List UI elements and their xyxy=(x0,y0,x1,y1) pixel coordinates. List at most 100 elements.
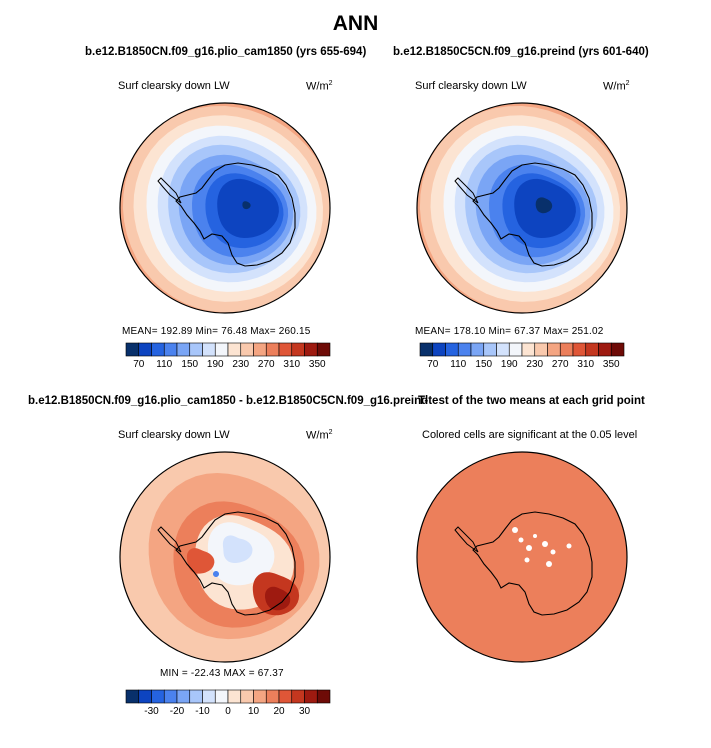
panel3-colorbar-swatch xyxy=(278,689,293,704)
panel1-colorbar: 70 110 150 190 230 270 310 350 xyxy=(125,342,331,370)
panel4-insignificant-cell xyxy=(518,537,524,543)
panel1-case-title: b.e12.B1850CN.f09_g16.plio_cam1850 (yrs … xyxy=(85,46,367,58)
panel4-insignificant-cell xyxy=(512,527,518,533)
panel1-colorbar-tick-label: 270 xyxy=(258,359,275,370)
panel1-colorbar-swatch xyxy=(151,342,165,357)
panel1-colorbar-swatch xyxy=(240,342,254,357)
panel2-contour-band xyxy=(535,197,553,214)
panel4-map-border xyxy=(416,451,628,663)
panel2-colorbar-swatch xyxy=(547,342,561,357)
panel3-colorbar: -30 -20 -10 0 10 20 30 xyxy=(125,689,331,717)
panel3-peninsula-coastline xyxy=(157,526,182,553)
panel3-colorbar-swatch xyxy=(189,689,203,704)
panel2-colorbar-swatch xyxy=(598,342,612,357)
panel2-map-border xyxy=(416,102,628,314)
panel1-colorbar-swatch xyxy=(291,342,305,357)
panel3-units: W/m2 xyxy=(306,429,333,442)
panel1-colorbar-swatch xyxy=(163,342,178,357)
panel1-colorbar-tick-label: 190 xyxy=(207,359,224,370)
panel3-colorbar-swatch xyxy=(163,689,178,704)
panel3-case-title: b.e12.B1850CN.f09_g16.plio_cam1850 - b.e… xyxy=(28,395,429,407)
panel4-map xyxy=(416,451,628,663)
panel3-coastline xyxy=(175,511,296,616)
panel2-colorbar-tick-label: 230 xyxy=(526,359,543,370)
panel3-colorbar-tick-label: -20 xyxy=(170,706,185,717)
panel1-map xyxy=(119,102,331,314)
panel4-insignificant-cell xyxy=(542,541,548,547)
panel4-variable-title: Colored cells are significant at the 0.0… xyxy=(422,429,638,441)
panel3-colorbar-tick-label: 20 xyxy=(273,706,285,717)
panel3-colorbar-tick-label: 10 xyxy=(248,706,260,717)
panel2-colorbar-swatch xyxy=(483,342,497,357)
panel1-colorbar-swatch xyxy=(227,342,242,357)
panel1-colorbar-swatch xyxy=(125,342,140,357)
panel4-case-title: T-test of the two means at each grid poi… xyxy=(418,395,645,407)
panel2-colorbar-swatch xyxy=(445,342,459,357)
panel2-colorbar-swatch xyxy=(585,342,599,357)
panel3-map-border xyxy=(119,451,331,663)
panel3-warm-anomaly-core xyxy=(265,586,291,611)
panel3-colorbar-swatch xyxy=(253,689,267,704)
panel4-insignificant-cell xyxy=(524,557,530,563)
panel4-insignificant-cell xyxy=(550,549,556,555)
panel2-map xyxy=(416,102,628,314)
panel1-colorbar-swatch xyxy=(202,342,216,357)
panel1-contour-band xyxy=(242,201,251,210)
panel1-peninsula-coastline xyxy=(157,177,182,204)
panel2-colorbar-swatch xyxy=(496,342,510,357)
panel1-colorbar-tick-label: 150 xyxy=(181,359,198,370)
panel2-colorbar-swatch xyxy=(508,342,523,357)
panel1-stats: MEAN= 192.89 Min= 76.48 Max= 260.15 xyxy=(122,326,311,337)
panel2-colorbar-tick-label: 270 xyxy=(552,359,569,370)
panel1-colorbar-tick-label: 350 xyxy=(309,359,326,370)
panel2-colorbar-swatch xyxy=(610,342,625,357)
panel4-insignificant-cell xyxy=(546,561,552,567)
panel3-colorbar-tick-label: 0 xyxy=(225,706,231,717)
panel2-colorbar-swatch xyxy=(457,342,472,357)
panel2-colorbar-swatch xyxy=(534,342,548,357)
panel1-units: W/m2 xyxy=(306,80,333,93)
panel1-colorbar-tick-label: 110 xyxy=(156,359,172,370)
panel2-colorbar-tick-label: 190 xyxy=(501,359,518,370)
panel2-colorbar-swatch xyxy=(432,342,446,357)
panel4-insignificant-cell xyxy=(526,545,532,551)
panel3-contour-band xyxy=(222,535,253,563)
figure-title: ANN xyxy=(332,12,379,35)
panel2-colorbar-swatch xyxy=(521,342,536,357)
panel3-stats: MIN = -22.43 MAX = 67.37 xyxy=(160,668,284,679)
panel2-case-title: b.e12.B1850C5CN.f09_g16.preind (yrs 601-… xyxy=(393,46,649,58)
panel1-colorbar-swatch xyxy=(214,342,229,357)
panel3-variable-title: Surf clearsky down LW xyxy=(118,429,230,441)
panel3-peninsula-anomaly xyxy=(186,548,215,574)
panel3-colorbar-swatch xyxy=(138,689,152,704)
panel1-colorbar-swatch xyxy=(189,342,203,357)
panel2-stats: MEAN= 178.10 Min= 67.37 Max= 251.02 xyxy=(415,326,604,337)
panel2-colorbar-tick-label: 350 xyxy=(603,359,620,370)
panel3-colorbar-swatch xyxy=(125,689,140,704)
panel1-variable-title: Surf clearsky down LW xyxy=(118,80,230,92)
panel2-colorbar-swatch xyxy=(559,342,574,357)
panel2-colorbar: 70 110 150 190 230 270 310 350 xyxy=(419,342,625,370)
panel1-colorbar-swatch xyxy=(316,342,331,357)
panel3-cold-anomaly xyxy=(213,571,219,577)
panel4-insignificant-cell xyxy=(533,534,537,538)
panel3-colorbar-tick-label: -10 xyxy=(195,706,210,717)
panel4-peninsula-coastline xyxy=(454,526,479,553)
panel4-insignificant-cell xyxy=(566,543,572,549)
panel1-colorbar-tick-label: 230 xyxy=(232,359,249,370)
panel2-units: W/m2 xyxy=(603,80,630,93)
panel1-colorbar-swatch xyxy=(278,342,293,357)
panel2-colorbar-tick-label: 150 xyxy=(475,359,492,370)
panel3-colorbar-swatch xyxy=(202,689,216,704)
panel2-coastline xyxy=(472,162,593,267)
panel1-colorbar-swatch xyxy=(265,342,280,357)
panel2-colorbar-swatch xyxy=(419,342,434,357)
panel1-colorbar-tick-label: 70 xyxy=(133,359,145,370)
panel1-colorbar-swatch xyxy=(253,342,267,357)
panel3-colorbar-swatch xyxy=(176,689,191,704)
panel3-colorbar-swatch xyxy=(316,689,331,704)
panel3-colorbar-swatch xyxy=(227,689,242,704)
panel1-colorbar-tick-label: 310 xyxy=(283,359,300,370)
panel3-colorbar-swatch xyxy=(240,689,254,704)
panel1-colorbar-swatch xyxy=(138,342,152,357)
